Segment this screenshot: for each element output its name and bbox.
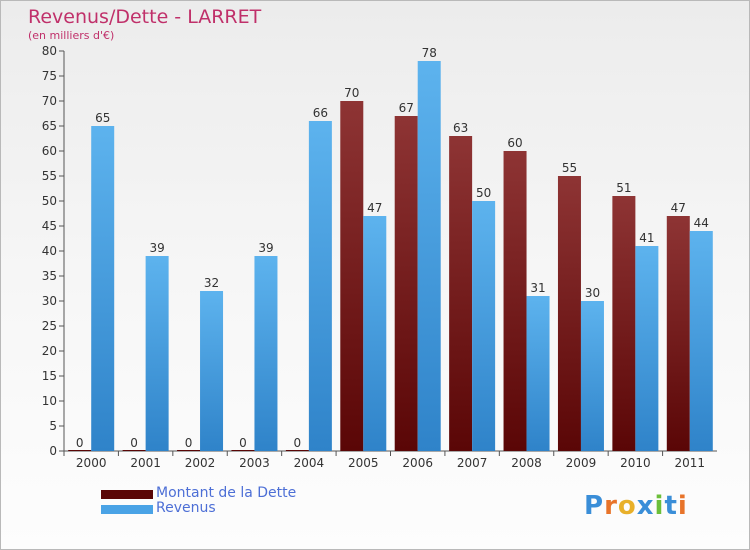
x-tick-label: 2011 — [675, 456, 706, 470]
chart-title: Revenus/Dette - LARRET — [28, 6, 262, 28]
legend-label-debt: Montant de la Dette — [156, 485, 297, 501]
data-label-debt-2007: 63 — [453, 121, 468, 135]
bar-revenue-2009 — [580, 301, 604, 451]
x-tick-label: 2007 — [457, 456, 488, 470]
data-label-debt-2006: 67 — [399, 101, 414, 115]
y-tick-label: 15 — [42, 369, 57, 383]
x-tick-label: 2005 — [348, 456, 379, 470]
data-label-revenue-2011: 44 — [694, 216, 709, 230]
data-label-debt-2002: 0 — [185, 436, 193, 450]
bar-revenue-2004 — [308, 121, 332, 451]
bar-debt-2001 — [122, 450, 146, 451]
x-tick-label: 2001 — [130, 456, 161, 470]
y-tick-label: 20 — [42, 344, 57, 358]
bar-revenue-2010 — [635, 246, 659, 451]
bar-revenue-2006 — [417, 61, 441, 451]
bar-debt-2010 — [612, 196, 636, 451]
data-label-revenue-2006: 78 — [422, 46, 437, 60]
data-label-revenue-2003: 39 — [258, 241, 273, 255]
data-label-revenue-2008: 31 — [530, 281, 545, 295]
proxiti-logo: Proxiti — [584, 491, 688, 521]
data-label-debt-2003: 0 — [239, 436, 247, 450]
x-tick-label: 2003 — [239, 456, 270, 470]
data-label-revenue-2000: 65 — [95, 111, 110, 125]
y-tick-label: 10 — [42, 394, 57, 408]
bar-debt-2007 — [449, 136, 473, 451]
logo-letter: x — [636, 491, 655, 521]
data-label-revenue-2007: 50 — [476, 186, 491, 200]
logo-letter: r — [604, 491, 618, 521]
y-tick-label: 60 — [42, 144, 57, 158]
data-label-revenue-2005: 47 — [367, 201, 382, 215]
data-label-revenue-2001: 39 — [149, 241, 164, 255]
data-label-revenue-2010: 41 — [639, 231, 654, 245]
data-label-debt-2011: 47 — [671, 201, 686, 215]
logo-letter: i — [677, 491, 688, 521]
y-tick-label: 35 — [42, 269, 57, 283]
x-tick-label: 2004 — [294, 456, 325, 470]
legend-swatch-debt — [101, 490, 153, 499]
data-label-revenue-2004: 66 — [313, 106, 328, 120]
data-label-debt-2004: 0 — [294, 436, 302, 450]
bar-debt-2002 — [177, 450, 201, 451]
logo-letter: o — [617, 491, 637, 521]
x-tick-label: 2002 — [185, 456, 216, 470]
y-tick-label: 30 — [42, 294, 57, 308]
bar-revenue-2001 — [145, 256, 169, 451]
bar-debt-2005 — [340, 101, 364, 451]
data-label-debt-2009: 55 — [562, 161, 577, 175]
bar-debt-2003 — [231, 450, 255, 451]
bar-debt-2011 — [666, 216, 690, 451]
y-tick-label: 50 — [42, 194, 57, 208]
x-tick-label: 2006 — [402, 456, 433, 470]
data-label-revenue-2002: 32 — [204, 276, 219, 290]
data-label-revenue-2009: 30 — [585, 286, 600, 300]
x-tick-label: 2008 — [511, 456, 542, 470]
bar-debt-2009 — [557, 176, 581, 451]
chart-subtitle: (en milliers d'€) — [28, 29, 115, 42]
x-tick-label: 2010 — [620, 456, 651, 470]
bar-debt-2006 — [394, 116, 418, 451]
logo-letter: t — [664, 491, 678, 521]
bar-revenue-2000 — [91, 126, 115, 451]
bar-debt-2008 — [503, 151, 527, 451]
data-label-debt-2005: 70 — [344, 86, 359, 100]
bar-revenue-2003 — [254, 256, 278, 451]
bar-debt-2000 — [68, 450, 92, 451]
logo-letter: P — [584, 491, 605, 521]
y-tick-label: 80 — [42, 44, 57, 58]
data-label-debt-2000: 0 — [76, 436, 84, 450]
data-label-debt-2001: 0 — [130, 436, 138, 450]
y-tick-label: 45 — [42, 219, 57, 233]
legend-swatch-revenue — [101, 505, 153, 514]
y-tick-label: 5 — [49, 419, 57, 433]
bar-revenue-2008 — [526, 296, 550, 451]
bar-revenue-2011 — [689, 231, 713, 451]
y-tick-label: 75 — [42, 69, 57, 83]
y-tick-label: 70 — [42, 94, 57, 108]
y-tick-label: 55 — [42, 169, 57, 183]
y-tick-label: 25 — [42, 319, 57, 333]
data-label-debt-2010: 51 — [616, 181, 631, 195]
bar-revenue-2002 — [200, 291, 224, 451]
data-label-debt-2008: 60 — [507, 136, 522, 150]
y-tick-label: 40 — [42, 244, 57, 258]
bar-debt-2004 — [285, 450, 309, 451]
y-tick-label: 0 — [49, 444, 57, 458]
bar-revenue-2007 — [472, 201, 496, 451]
logo-letter: i — [654, 491, 665, 521]
y-tick-label: 65 — [42, 119, 57, 133]
x-tick-label: 2009 — [566, 456, 597, 470]
bar-revenue-2005 — [363, 216, 387, 451]
x-tick-label: 2000 — [76, 456, 107, 470]
legend-label-revenue: Revenus — [156, 500, 216, 516]
